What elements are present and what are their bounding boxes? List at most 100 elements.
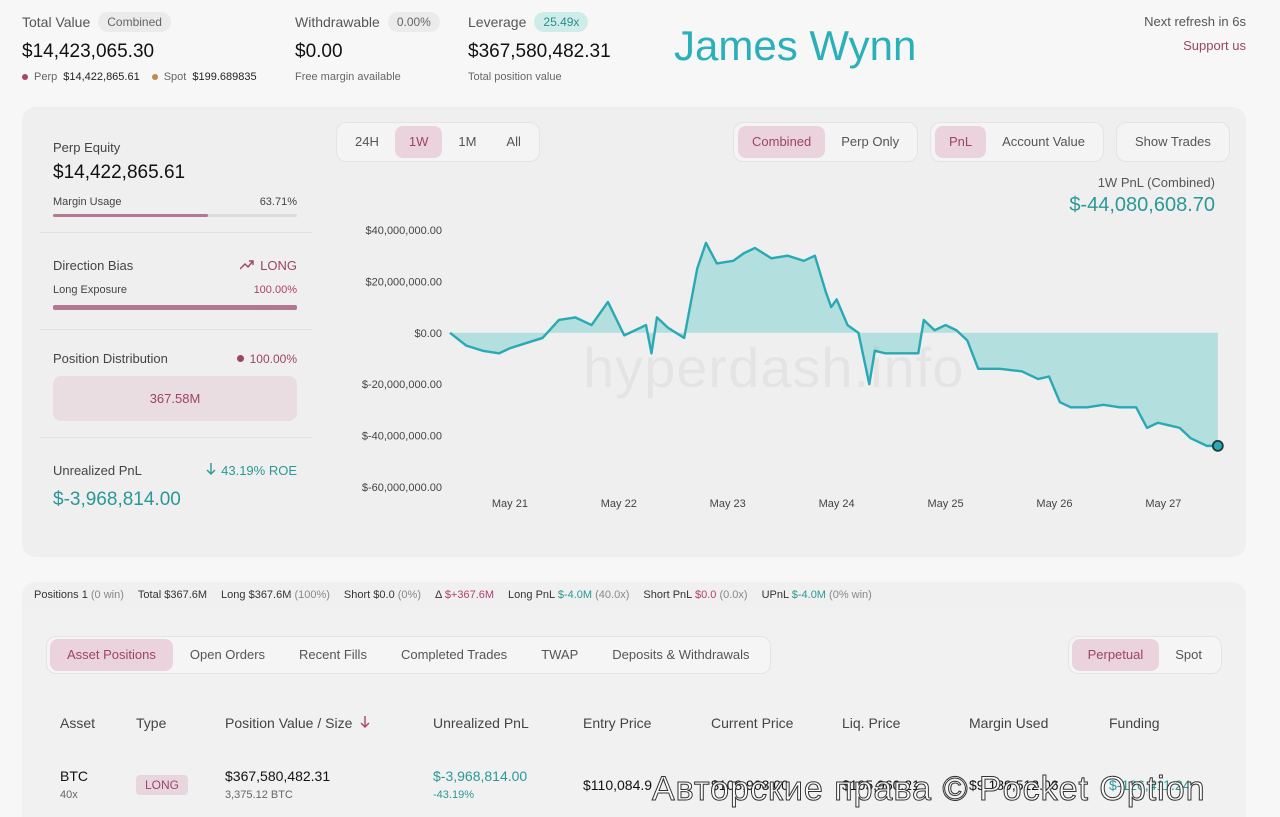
refresh-countdown: Next refresh in 6s [1144, 14, 1246, 29]
y-tick-label: $-20,000,000.00 [362, 379, 442, 391]
position-value: $367,580,482.31 [468, 41, 611, 62]
margin-usage-value: 63.71% [259, 196, 297, 208]
spot-dot-icon [151, 74, 158, 80]
row-liq-price: $105,960.21 [842, 777, 920, 793]
roe-value: 43.19% ROE [221, 463, 297, 478]
row-margin-used: $9,189,512.06 [969, 777, 1059, 793]
row-entry-price: $110,084.9 [583, 777, 653, 793]
header-position-value[interactable]: Position Value / Size [225, 715, 370, 731]
divider [40, 329, 312, 330]
support-link[interactable]: Support us [1183, 38, 1246, 53]
leverage-stat: Leverage 25.49x $367,580,482.31 Total pos… [468, 12, 611, 83]
withdrawable-stat: Withdrawable 0.00% $0.00 Free margin avai… [295, 12, 440, 83]
show-trades-button[interactable]: Show Trades [1135, 134, 1211, 149]
y-tick-label: $-60,000,000.00 [362, 482, 442, 494]
perp-dot-icon [22, 74, 28, 80]
watermark: hyperdash.info [583, 335, 964, 400]
long-exposure-value: 100.00% [253, 284, 297, 296]
row-asset[interactable]: BTC 40x [60, 768, 88, 801]
combined-badge: Combined [98, 12, 171, 32]
long-exposure-label: Long Exposure [53, 284, 127, 296]
pnl-caption: 1W PnL (Combined) [1097, 175, 1215, 190]
range-1m[interactable]: 1M [458, 134, 477, 149]
row-funding: $-126,411.24 [1109, 777, 1191, 793]
position-distribution-bar[interactable]: 367.58M [53, 376, 297, 421]
header-current-price[interactable]: Current Price [711, 715, 794, 731]
position-distribution-label: Position Distribution [53, 351, 168, 366]
positions-summary: Positions 1 (0 win) Total $367.6M Long $… [22, 582, 1246, 608]
distribution-dot-icon [236, 355, 244, 362]
tab-spot[interactable]: Spot [1175, 647, 1202, 662]
header-type[interactable]: Type [136, 715, 167, 731]
mode-combined[interactable]: Combined [738, 126, 826, 158]
header-unrealized-pnl[interactable]: Unrealized PnL [433, 715, 529, 731]
x-tick-label: May 23 [710, 498, 746, 510]
total-value-label: Total Value [22, 14, 91, 30]
y-tick-label: $-40,000,000.00 [362, 431, 442, 443]
spot-value: $199.689835 [192, 71, 257, 83]
row-type-badge: LONG [136, 775, 189, 795]
tab-open-orders[interactable]: Open Orders [189, 647, 266, 662]
range-1w[interactable]: 1W [394, 126, 443, 158]
divider [40, 232, 312, 233]
x-tick-label: May 21 [492, 498, 528, 510]
row-leverage: 40x [60, 789, 78, 801]
mode-selector: Combined Perp Only [733, 122, 919, 162]
tab-deposits-withdrawals[interactable]: Deposits & Withdrawals [612, 647, 750, 662]
range-24h[interactable]: 24H [355, 134, 379, 149]
y-tick-label: $40,000,000.00 [366, 225, 442, 237]
withdrawable-badge: 0.00% [387, 12, 440, 32]
long-exposure-bar [53, 305, 297, 310]
header-funding[interactable]: Funding [1109, 715, 1160, 731]
metric-pnl[interactable]: PnL [935, 126, 987, 158]
tab-perpetual[interactable]: Perpetual [1071, 639, 1160, 671]
perp-equity-value: $14,422,865.61 [53, 162, 186, 183]
row-current-price: $108,903.00 [711, 777, 789, 793]
total-value-stat: Total Value Combined $14,423,065.30 Perp … [22, 12, 257, 83]
withdrawable-value: $0.00 [295, 41, 343, 62]
range-all[interactable]: All [506, 134, 521, 149]
row-unrealized-pnl: $-3,968,814.00 -43.19% [433, 768, 528, 801]
tab-completed-trades[interactable]: Completed Trades [400, 647, 508, 662]
sort-down-icon [360, 715, 370, 731]
direction-bias-value: LONG [260, 258, 297, 273]
pnl-chart[interactable]: $40,000,000.00 $20,000,000.00 $0.00 $-20,00… [348, 217, 1228, 527]
metric-account-value[interactable]: Account Value [1002, 134, 1086, 149]
row-upnl-pct: -43.19% [433, 789, 474, 801]
arrow-down-icon [206, 463, 216, 478]
position-distribution-pct: 100.00% [249, 351, 297, 366]
unrealized-pnl-label: Unrealized PnL [53, 463, 142, 478]
long-exposure-fill [53, 305, 297, 310]
top-summary-bar: Total Value Combined $14,423,065.30 Perp … [0, 0, 1280, 100]
tab-recent-fills[interactable]: Recent Fills [299, 647, 367, 662]
total-value: $14,423,065.30 [22, 41, 155, 62]
pnl-area [450, 242, 1218, 446]
perp-value: $14,422,865.61 [63, 71, 140, 83]
tab-twap[interactable]: TWAP [541, 647, 579, 662]
header-margin-used[interactable]: Margin Used [969, 715, 1049, 731]
pnl-value: $-44,080,608.70 [1069, 194, 1215, 216]
row-position-value: $367,580,482.31 3,375.12 BTC [225, 768, 331, 801]
overview-panel: Perp Equity $14,422,865.61 Margin Usage … [22, 107, 1246, 557]
pnl-last-point [1211, 439, 1224, 452]
row-size: 3,375.12 BTC [225, 789, 293, 801]
metric-selector: PnL Account Value [930, 122, 1105, 162]
positions-tabs: Asset Positions Open Orders Recent Fills… [46, 636, 771, 674]
header-entry-price[interactable]: Entry Price [583, 715, 652, 731]
direction-bias-label: Direction Bias [53, 258, 134, 273]
x-tick-label: May 27 [1145, 498, 1181, 510]
perp-equity-label: Perp Equity [53, 140, 121, 155]
margin-usage-label: Margin Usage [53, 196, 122, 208]
margin-usage-bar [53, 214, 297, 217]
tab-asset-positions[interactable]: Asset Positions [50, 639, 173, 671]
y-tick-label: $0.00 [414, 328, 442, 340]
header-liq-price[interactable]: Liq. Price [842, 715, 901, 731]
y-tick-label: $20,000,000.00 [366, 276, 442, 288]
show-trades-toggle: Show Trades [1116, 122, 1230, 162]
pnl-line [449, 241, 1218, 448]
copyright-watermark: Авторские права © Pocket Option [652, 770, 1206, 809]
header-asset[interactable]: Asset [60, 715, 96, 731]
positions-section: Asset Positions Open Orders Recent Fills… [22, 608, 1246, 817]
mode-perp-only[interactable]: Perp Only [841, 134, 900, 149]
margin-usage-fill [53, 214, 209, 217]
